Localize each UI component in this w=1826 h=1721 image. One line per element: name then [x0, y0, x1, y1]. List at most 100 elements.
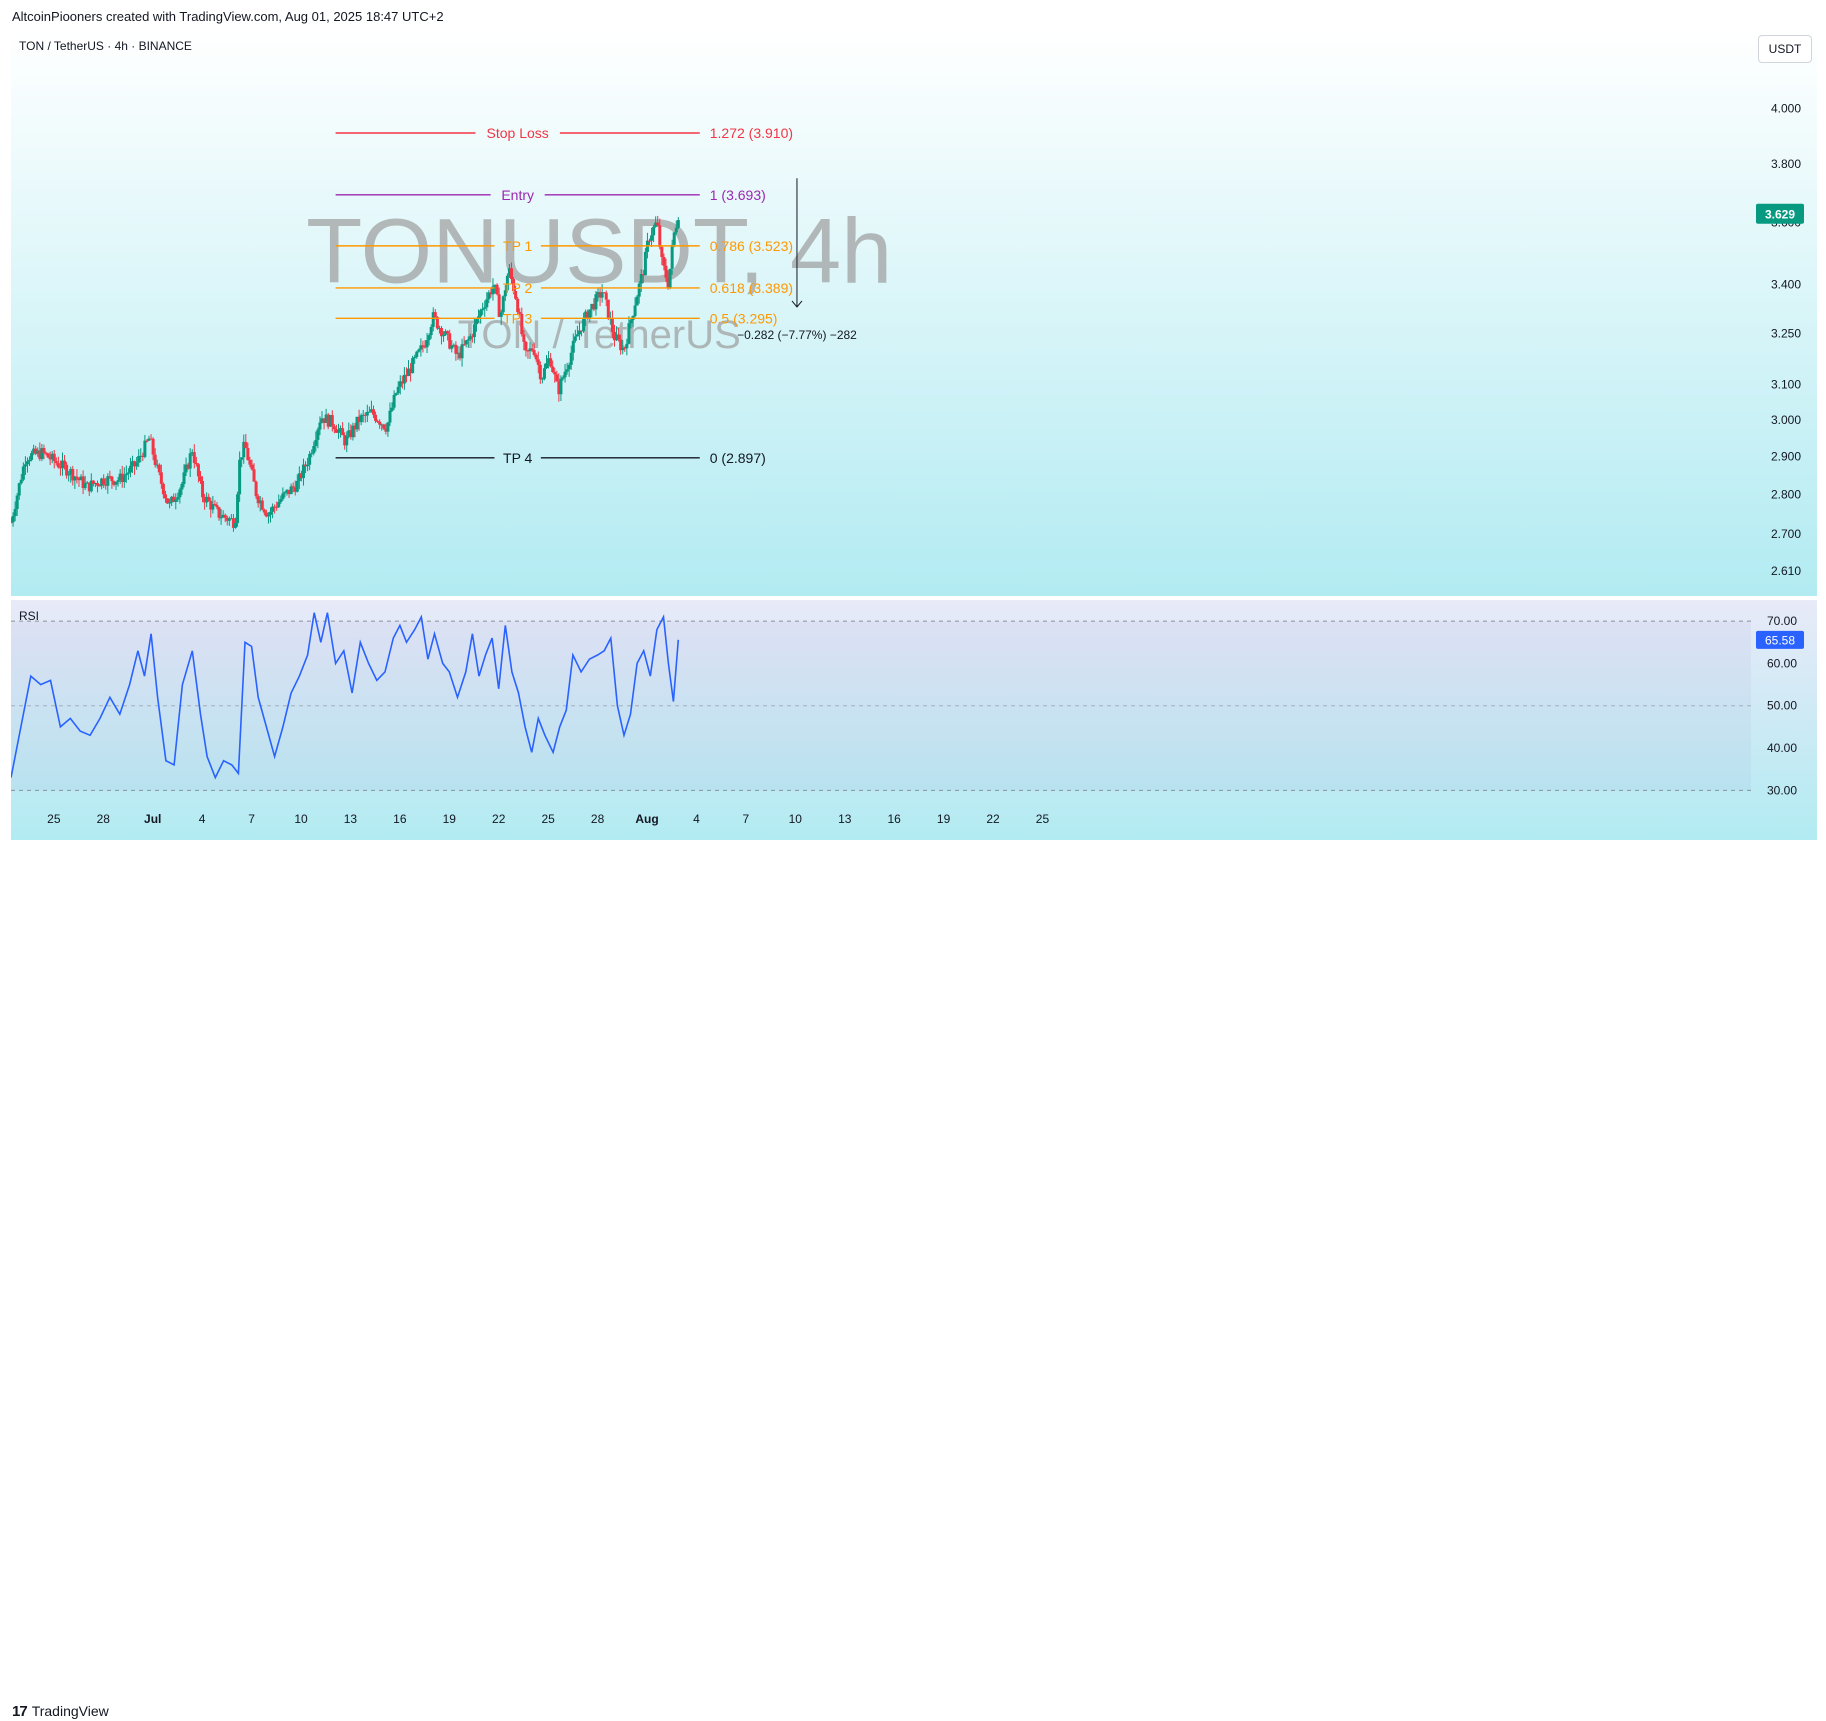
candle-body-277: [580, 330, 584, 332]
candle-body-286: [598, 292, 602, 298]
candle-body-13: [36, 450, 40, 454]
candle-body-191: [402, 374, 406, 384]
candle-body-224: [470, 336, 474, 338]
candle-body-318: [664, 265, 668, 278]
candle-body-324: [676, 220, 680, 228]
candle-body-185: [390, 407, 394, 411]
candle-body-47: [106, 476, 110, 486]
candle-body-58: [128, 465, 132, 473]
candle-body-83: [180, 483, 184, 490]
candle-body-168: [355, 416, 359, 430]
tradingview-logo-icon: 17: [12, 1702, 28, 1720]
candle-body-17: [44, 452, 48, 454]
candle-body-95: [205, 496, 209, 503]
candle-body-130: [277, 501, 281, 508]
candle-body-62: [137, 455, 141, 463]
candle-body-19: [48, 457, 52, 460]
candle-body-2: [13, 509, 17, 517]
candle-body-75: [163, 494, 167, 499]
candle-body-189: [398, 381, 402, 387]
candle-body-284: [594, 294, 598, 310]
candle-body-200: [421, 345, 425, 347]
candle-body-204: [429, 326, 433, 336]
candle-body-141: [299, 473, 303, 479]
candle-body-273: [571, 340, 575, 353]
candle-body-285: [596, 292, 600, 295]
candle-body-188: [396, 386, 400, 394]
candle-body-305: [637, 283, 641, 297]
candle-body-38: [87, 482, 91, 492]
fib-ratio-label-2: 0.786 (3.523): [710, 238, 793, 254]
candle-body-11: [32, 448, 36, 454]
candle-body-301: [629, 320, 633, 324]
candle-body-212: [446, 331, 450, 334]
time-axis-label-5: 10: [294, 812, 308, 826]
candle-body-26: [63, 460, 67, 465]
candle-body-274: [573, 336, 577, 341]
candle-body-10: [30, 453, 34, 460]
candle-body-313: [654, 222, 658, 227]
candle-body-49: [110, 476, 114, 482]
candle-body-215: [452, 344, 456, 346]
candle-body-197: [415, 351, 419, 358]
tradingview-logo[interactable]: 17 TradingView: [12, 1701, 109, 1721]
candle-body-48: [108, 476, 112, 478]
candle-body-194: [409, 368, 413, 374]
candle-body-292: [610, 318, 614, 332]
candle-body-207: [435, 316, 439, 329]
candle-body-140: [297, 473, 301, 481]
candle-body-263: [551, 366, 555, 372]
candle-body-88: [190, 452, 194, 454]
candle-body-316: [660, 247, 664, 258]
candle-body-143: [304, 464, 308, 467]
time-axis-label-15: 10: [789, 812, 803, 826]
candle-body-209: [439, 327, 443, 337]
candle-body-129: [275, 506, 279, 508]
candle-body-50: [112, 481, 116, 485]
price-axis-label-4: 3.400: [1771, 277, 1801, 291]
candle-body-317: [662, 257, 666, 266]
candle-body-78: [170, 496, 174, 503]
candle-body-213: [448, 333, 452, 349]
candle-body-7: [23, 464, 27, 467]
time-axis-label-8: 19: [443, 812, 457, 826]
candle-body-179: [378, 421, 382, 425]
candle-body-43: [98, 485, 102, 487]
candle-body-96: [207, 496, 211, 502]
candle-body-276: [577, 330, 581, 335]
candle-body-203: [427, 335, 431, 341]
candle-body-132: [281, 493, 285, 500]
chart-frame[interactable]: TONUSDT, 4h TON / TetherUS TON / TetherUS …: [11, 30, 1817, 840]
candle-body-239: [501, 296, 505, 313]
candle-body-115: [246, 448, 250, 461]
candle-body-59: [131, 461, 135, 466]
candle-body-56: [124, 473, 128, 476]
currency-button[interactable]: USDT: [1758, 35, 1812, 63]
candle-body-35: [81, 476, 85, 489]
candle-body-283: [592, 303, 596, 310]
candle-body-60: [133, 461, 137, 467]
candle-body-16: [42, 448, 46, 453]
candle-body-172: [363, 414, 367, 416]
candle-body-12: [34, 448, 38, 454]
candle-body-57: [126, 472, 130, 474]
candle-body-165: [349, 430, 353, 438]
fib-ratio-label-3: 0.618 (3.389): [710, 280, 793, 296]
candle-body-170: [359, 415, 363, 423]
candle-body-77: [168, 502, 172, 504]
candle-body-248: [520, 313, 524, 335]
price-pane-background: [11, 30, 1817, 596]
candle-body-223: [468, 336, 472, 340]
candle-body-303: [633, 305, 637, 317]
rsi-value-label: 65.58: [1765, 633, 1795, 647]
time-axis-label-11: 28: [591, 812, 605, 826]
candle-body-90: [194, 462, 198, 465]
candle-body-139: [295, 480, 299, 492]
candle-body-289: [604, 292, 608, 300]
candle-body-238: [499, 312, 503, 317]
candle-body-128: [273, 506, 277, 508]
candle-body-262: [549, 358, 553, 367]
tonusdt-chart[interactable]: TONUSDT, 4h TON / TetherUS TON / TetherUS …: [11, 30, 1817, 840]
candle-body-113: [242, 441, 246, 458]
candle-body-287: [600, 292, 604, 298]
